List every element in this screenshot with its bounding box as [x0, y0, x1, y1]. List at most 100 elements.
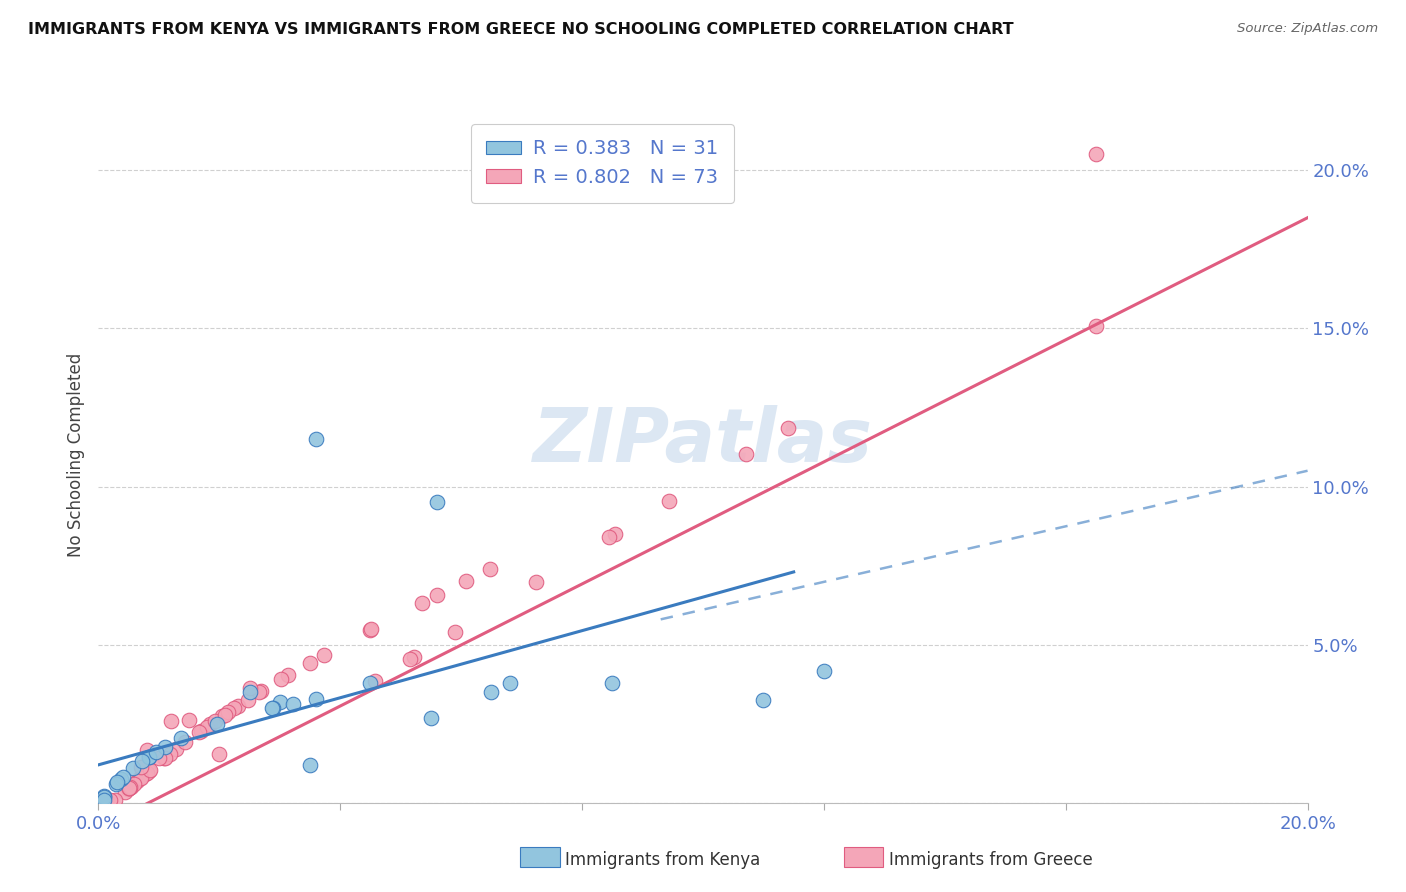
Point [239, 681, 262, 695]
Point [281, 697, 304, 711]
Point [236, 692, 259, 706]
Point [131, 755, 153, 769]
Point [277, 668, 299, 682]
Point [205, 716, 228, 731]
Point [239, 685, 262, 699]
Point [138, 749, 160, 764]
Point [481, 685, 503, 699]
Point [145, 745, 167, 759]
Point [364, 673, 387, 688]
Point [1085, 319, 1108, 334]
Point [478, 562, 501, 576]
Point [94, 792, 117, 806]
Point [120, 780, 142, 794]
Point [188, 724, 211, 739]
Point [305, 432, 328, 446]
Point [269, 695, 291, 709]
Point [107, 775, 129, 789]
Point [735, 447, 758, 461]
Point [1085, 147, 1108, 161]
Point [93, 789, 115, 804]
Point [138, 749, 160, 764]
Point [217, 706, 239, 720]
Text: Immigrants from Greece: Immigrants from Greece [889, 851, 1092, 869]
Point [305, 692, 328, 706]
Point [93, 789, 115, 804]
Point [598, 531, 620, 545]
Point [204, 714, 226, 728]
Point [153, 750, 176, 764]
Point [153, 739, 176, 754]
Point [426, 588, 449, 602]
Legend: R = 0.383   N = 31, R = 0.802   N = 73: R = 0.383 N = 31, R = 0.802 N = 73 [471, 124, 734, 202]
Point [98, 792, 121, 806]
Point [112, 770, 135, 784]
Point [312, 648, 335, 662]
Point [262, 701, 284, 715]
Point [93, 792, 115, 806]
Point [129, 760, 152, 774]
Point [93, 792, 115, 806]
Point [118, 781, 141, 796]
Point [93, 792, 115, 806]
Point [104, 777, 127, 791]
Point [122, 777, 145, 791]
Point [605, 526, 627, 541]
Point [114, 785, 136, 799]
Point [135, 743, 157, 757]
Point [148, 751, 170, 765]
Point [165, 742, 187, 756]
Point [360, 675, 382, 690]
Point [299, 656, 322, 670]
Text: ZIPatlas: ZIPatlas [533, 404, 873, 477]
Point [138, 764, 160, 778]
Point [250, 684, 273, 698]
Point [120, 780, 142, 795]
Point [93, 792, 115, 806]
Point [139, 763, 162, 777]
Point [208, 747, 231, 761]
Point [752, 692, 775, 706]
Point [125, 774, 148, 789]
Point [129, 771, 152, 785]
Point [360, 622, 382, 636]
Point [198, 717, 221, 731]
Point [270, 673, 292, 687]
Point [93, 792, 115, 806]
Point [129, 771, 152, 785]
Point [122, 761, 145, 775]
Point [602, 675, 624, 690]
Point [96, 792, 118, 806]
Point [399, 652, 422, 666]
Point [498, 675, 520, 690]
Point [813, 664, 835, 678]
Point [93, 792, 115, 806]
Point [249, 685, 271, 699]
Point [454, 574, 477, 588]
Point [159, 747, 181, 761]
Point [359, 623, 381, 637]
Point [778, 421, 800, 435]
Point [110, 772, 132, 786]
Point [402, 650, 425, 665]
Text: IMMIGRANTS FROM KENYA VS IMMIGRANTS FROM GREECE NO SCHOOLING COMPLETED CORRELATI: IMMIGRANTS FROM KENYA VS IMMIGRANTS FROM… [28, 22, 1014, 37]
Point [262, 701, 284, 715]
Point [118, 781, 141, 796]
Point [195, 720, 218, 734]
Point [524, 575, 547, 590]
Text: Source: ZipAtlas.com: Source: ZipAtlas.com [1237, 22, 1378, 36]
Point [658, 494, 681, 508]
Point [420, 711, 443, 725]
Point [190, 723, 212, 738]
Point [94, 792, 117, 806]
Point [94, 792, 117, 806]
Point [299, 757, 322, 772]
Point [214, 707, 236, 722]
Point [118, 781, 141, 796]
Y-axis label: No Schooling Completed: No Schooling Completed [67, 353, 86, 557]
Point [117, 782, 139, 797]
Point [226, 698, 249, 713]
Point [135, 765, 157, 780]
Point [134, 767, 156, 781]
Point [222, 701, 245, 715]
